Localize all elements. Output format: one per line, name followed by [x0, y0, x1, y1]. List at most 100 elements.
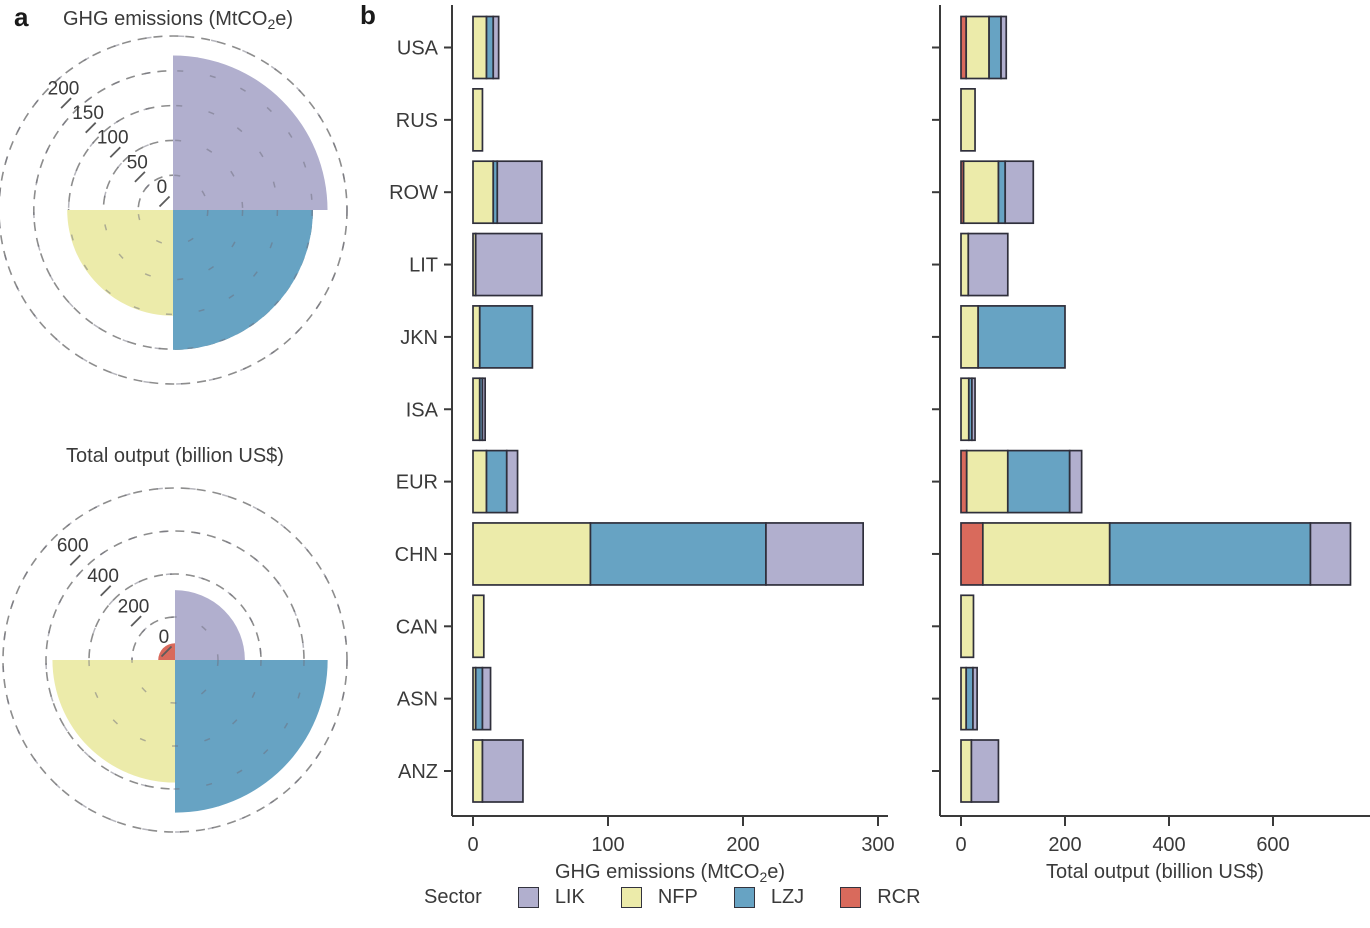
rose-ghg-ring-overlay-200 — [33, 70, 313, 350]
bars-output-bar-JKN-LZJ — [977, 305, 1066, 369]
panel-a-label: a — [14, 2, 29, 32]
rose-output-ring-overlay-800 — [2, 487, 348, 833]
legend-entry-NFP: NFP — [620, 886, 698, 909]
rose-output-tickmark-600 — [69, 554, 81, 566]
rose-output-ticklabel-200: 200 — [118, 597, 150, 618]
legend-label-LZJ: LZJ — [770, 886, 805, 908]
rose-ghg-tickmark-50 — [134, 171, 146, 183]
bars-ghg-bar-EUR-LZJ — [485, 449, 508, 514]
legend-entry-RCR: RCR — [840, 886, 921, 909]
bars-ghg-catlabel-LIT: LIT — [409, 255, 438, 277]
bars-ghg-bar-CHN-NFP — [472, 522, 592, 586]
rose-output-wedge-LIK — [175, 590, 245, 660]
bars-ghg-catlabel-ISA: ISA — [406, 399, 439, 421]
legend-label-NFP: NFP — [657, 886, 698, 908]
rose-ghg-ticklabel-0: 0 — [157, 177, 168, 198]
rose-ghg-ticklabel-200: 200 — [48, 78, 80, 99]
bars-ghg-xlabel: GHG emissions (MtCO2e) — [555, 861, 785, 885]
bars-output-bar-CHN-NFP — [981, 522, 1111, 586]
bars-output-bar-EUR-RCR — [960, 449, 968, 514]
bars-ghg-bar-CHN-LZJ — [589, 522, 767, 586]
rose-ghg-wedge-LZJ — [173, 210, 313, 350]
bars-output-xticklabel-600: 600 — [1256, 834, 1289, 856]
bars-output-bar-ROW-NFP — [962, 160, 1000, 225]
bars-output-bar-ASN-LIK — [972, 666, 978, 731]
bars-ghg-xticklabel-300: 300 — [861, 834, 894, 856]
legend-swatch-RCR — [840, 887, 862, 908]
rose-output-ring-overlay-600 — [45, 530, 305, 790]
bars-ghg-bar-ISA-LIK — [481, 377, 487, 442]
legend-title: Sector — [424, 886, 482, 908]
legend-label-LIK: LIK — [554, 886, 585, 908]
bars-ghg-bar-USA-LZJ — [485, 15, 495, 80]
bars-ghg-bar-EUR-LIK — [505, 449, 519, 514]
rose-ghg-tickmark-150 — [85, 122, 97, 134]
rose-ghg-ticklabel-150: 150 — [72, 103, 104, 124]
rose-ghg-tickmark-100 — [109, 146, 121, 158]
bars-output-xticklabel-400: 400 — [1152, 834, 1185, 856]
bars-ghg-catlabel-CHN: CHN — [395, 544, 438, 566]
bars-ghg-xticklabel-100: 100 — [591, 834, 624, 856]
rose-output-ring-overlay-400 — [88, 573, 262, 747]
rose-ghg-ticklabel-100: 100 — [97, 128, 129, 149]
bars-output-bar-ISA-LIK — [971, 377, 976, 442]
bars-output-bar-LIT-NFP — [960, 232, 970, 297]
bars-output-bar-CHN-LIK — [1309, 522, 1352, 586]
rose-ghg-ring-overlay-150 — [67, 104, 279, 316]
rose-ghg-ticklabel-50: 50 — [127, 152, 148, 173]
bars-output-bar-EUR-LZJ — [1006, 449, 1071, 514]
bars-ghg-bar-LIT-LIK — [474, 232, 543, 297]
bars-ghg-xticklabel-200: 200 — [726, 834, 759, 856]
rose-ghg: GHG emissions (MtCO2e) 0 50 100 150 200 — [0, 8, 348, 385]
rose-output-wedge-LZJ — [175, 660, 328, 813]
bars-output-bar-USA-LIK — [1000, 15, 1008, 80]
legend-entry-LZJ: LZJ — [733, 886, 805, 909]
legend-swatch-LZJ — [733, 887, 755, 908]
rose-ghg-wedge-NFP — [67, 210, 173, 316]
bars-ghg-bar-EUR-NFP — [472, 449, 488, 514]
bars-ghg-catlabel-EUR: EUR — [396, 472, 438, 494]
rose-output-tickmark-0 — [160, 645, 173, 658]
bars-output-bar-EUR-NFP — [965, 449, 1009, 514]
rose-ghg-ring-overlay-250 — [0, 35, 348, 385]
bars-output-bar-CHN-LZJ — [1108, 522, 1312, 586]
bars-output: 0 200 400 600 Total output (billion US$) — [932, 5, 1370, 883]
rose-output-ticklabel-400: 400 — [87, 566, 119, 587]
legend-swatch-LIK — [517, 887, 539, 908]
bars-ghg-catlabel-RUS: RUS — [396, 110, 438, 132]
bars-ghg-xticklabel-0: 0 — [467, 834, 478, 856]
bars-output-bar-JKN-NFP — [960, 305, 980, 369]
bars-output-xticklabel-200: 200 — [1048, 834, 1081, 856]
bars-ghg-bar-JKN-LZJ — [478, 305, 534, 369]
rose-output-ring-overlay-200 — [131, 616, 219, 704]
bars-ghg-bar-USA-NFP — [472, 15, 488, 80]
rose-ghg-ring-overlay-50 — [137, 174, 209, 246]
bars-output-bar-CAN-NFP — [960, 594, 975, 659]
bars-output-bar-LIT-LIK — [967, 232, 1009, 297]
rose-output-tickmark-200 — [130, 615, 142, 627]
bars-ghg-bar-ROW-NFP — [472, 160, 495, 225]
legend-label-RCR: RCR — [877, 886, 921, 908]
rose-ghg-tickmark-200 — [60, 97, 72, 109]
bars-ghg-bar-CAN-NFP — [472, 594, 485, 659]
panel-b-label: b — [360, 0, 376, 30]
bars-output-bar-ASN-LZJ — [965, 666, 974, 731]
bars-ghg-catlabel-ROW: ROW — [389, 182, 438, 204]
bars-output-bar-ISA-NFP — [960, 377, 970, 442]
rose-output: Total output (billion US$) 0 200 400 600 — [2, 445, 348, 833]
rose-output-ticklabel-600: 600 — [57, 536, 89, 557]
bars-output-bar-USA-NFP — [965, 15, 990, 80]
bars-output-bar-CHN-RCR — [960, 522, 984, 586]
bars-ghg-catlabel-USA: USA — [397, 38, 439, 60]
bars-output-xlabel: Total output (billion US$) — [1046, 861, 1264, 883]
rose-output-title: Total output (billion US$) — [66, 445, 284, 467]
rose-output-ticklabel-0: 0 — [159, 627, 170, 648]
bars-ghg-bar-ASN-LZJ — [474, 666, 484, 731]
bars-output-bar-RUS-NFP — [960, 87, 976, 152]
bars-ghg-bar-ISA-NFP — [472, 377, 481, 442]
sector-legend: Sector LIK NFP LZJ RCR — [424, 886, 921, 909]
bars-ghg-catlabel-ASN: ASN — [397, 689, 438, 711]
bars-ghg-bar-ASN-LIK — [481, 666, 492, 731]
bars-ghg-bar-ANZ-NFP — [472, 739, 484, 803]
